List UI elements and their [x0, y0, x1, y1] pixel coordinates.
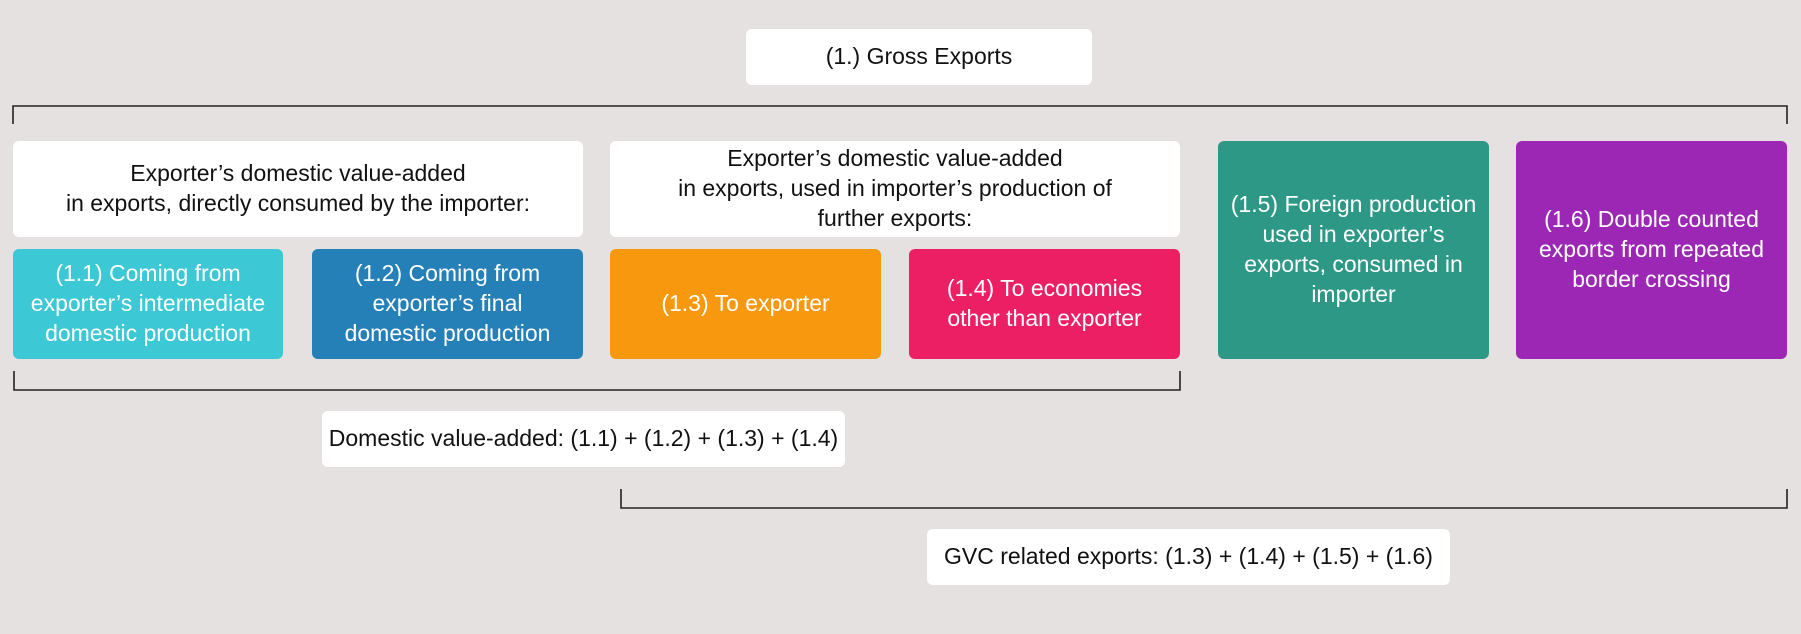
- component-1-5-box: (1.5) Foreign production used in exporte…: [1218, 141, 1489, 359]
- domestic-value-added-total: Domestic value-added: (1.1) + (1.2) + (1…: [322, 411, 845, 467]
- further-exports-group-header: Exporter’s domestic value-added in expor…: [610, 141, 1180, 237]
- gross-exports-label: (1.) Gross Exports: [825, 43, 1013, 70]
- component-1-5-label: (1.5) Foreign production used in exporte…: [1230, 191, 1477, 307]
- component-1-4-box: (1.4) To economies other than exporter: [909, 249, 1180, 359]
- gvc-related-exports-bracket: [620, 489, 1788, 509]
- domestic-value-added-label: Domestic value-added: (1.1) + (1.2) + (1…: [328, 425, 839, 452]
- component-1-6-label: (1.6) Double counted exports from repeat…: [1538, 206, 1764, 292]
- component-1-6-box: (1.6) Double counted exports from repeat…: [1516, 141, 1787, 359]
- component-1-2-label: (1.2) Coming from exporter’s final domes…: [344, 260, 551, 346]
- further-exports-group-label: Exporter’s domestic value-added in expor…: [678, 145, 1112, 231]
- gross-exports-box: (1.) Gross Exports: [746, 29, 1092, 85]
- component-1-2-box: (1.2) Coming from exporter’s final domes…: [312, 249, 583, 359]
- component-1-3-box: (1.3) To exporter: [610, 249, 881, 359]
- domestic-value-added-bracket: [13, 371, 1181, 391]
- component-1-1-box: (1.1) Coming from exporter’s intermediat…: [13, 249, 283, 359]
- gross-exports-bracket: [12, 105, 1788, 124]
- component-1-3-label: (1.3) To exporter: [661, 290, 830, 317]
- gvc-related-exports-label: GVC related exports: (1.3) + (1.4) + (1.…: [944, 543, 1433, 570]
- component-1-4-label: (1.4) To economies other than exporter: [946, 275, 1143, 331]
- component-1-1-label: (1.1) Coming from exporter’s intermediat…: [30, 260, 266, 346]
- gvc-related-exports-total: GVC related exports: (1.3) + (1.4) + (1.…: [927, 529, 1450, 585]
- direct-consumption-group-header: Exporter’s domestic value-added in expor…: [13, 141, 583, 237]
- direct-consumption-group-label: Exporter’s domestic value-added in expor…: [65, 160, 531, 216]
